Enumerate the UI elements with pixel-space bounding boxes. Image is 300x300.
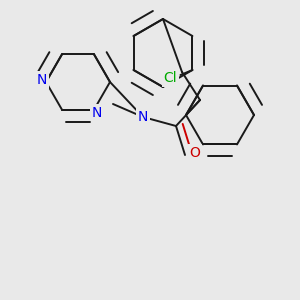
Text: N: N <box>37 73 47 87</box>
Text: O: O <box>190 146 200 160</box>
Text: Cl: Cl <box>164 71 177 85</box>
Text: N: N <box>92 106 102 120</box>
Text: N: N <box>138 110 148 124</box>
